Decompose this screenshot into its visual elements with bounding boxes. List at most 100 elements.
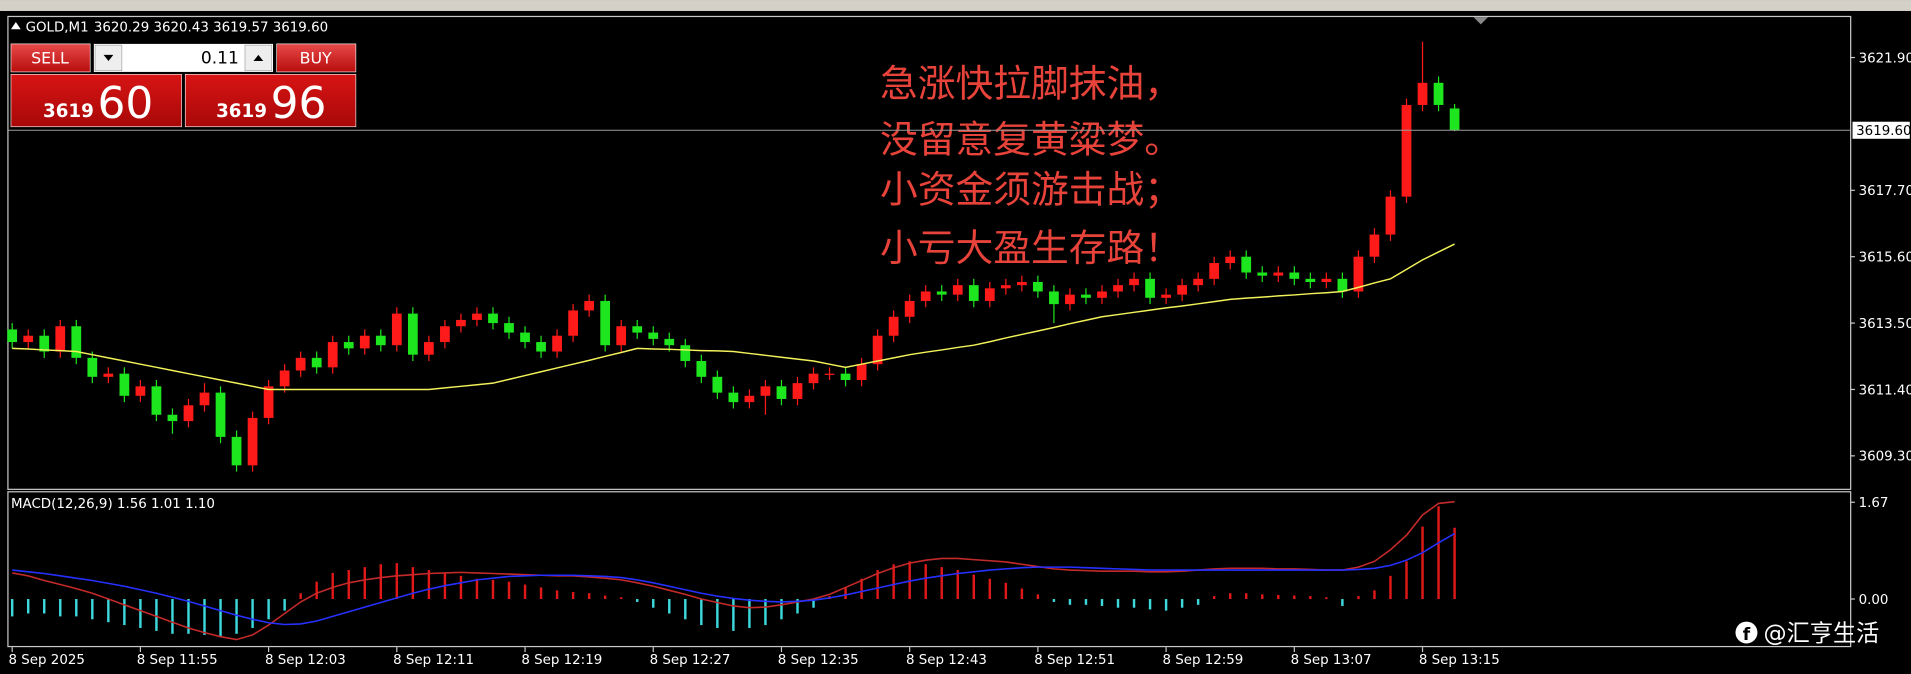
candle-body (1161, 294, 1171, 298)
candle-body (167, 414, 178, 422)
macd-bar (603, 595, 607, 600)
bid-big: 3619 (43, 101, 94, 122)
y-tick-label: 3621.90 (1859, 51, 1911, 66)
x-tick-label: 8 Sep 13:15 (1419, 653, 1500, 668)
macd-bar (716, 599, 719, 628)
candle-body (424, 342, 434, 355)
macd-bar (491, 579, 495, 600)
candle-body (632, 326, 643, 333)
candle-body (7, 329, 18, 343)
macd-bar (1116, 599, 1120, 608)
y-tick-label: 3611.40 (1859, 383, 1911, 398)
macd-bar (1228, 593, 1232, 600)
bid-box[interactable] (10, 74, 182, 128)
annotation-line: 急涨快拉脚抹油， (880, 61, 1182, 105)
macd-bar (379, 564, 383, 600)
candle-body (568, 310, 578, 336)
macd-panel-frame (7, 491, 1852, 648)
macd-bar (780, 599, 783, 620)
candle-body (295, 357, 306, 371)
candle-body (135, 386, 146, 396)
macd-bar (283, 599, 286, 611)
macd-bar (1277, 594, 1280, 600)
macd-bar (748, 599, 751, 628)
candle-body (520, 332, 530, 343)
candle-body (231, 436, 242, 466)
lot-value: 0.11 (201, 48, 239, 68)
macd-bar (1245, 593, 1248, 600)
candle-body (327, 342, 338, 368)
macd-bar (1132, 599, 1136, 608)
candle-body (1417, 82, 1428, 105)
symbol: GOLD,M1 (26, 21, 89, 36)
macd-bar (1212, 596, 1216, 600)
moving-average (12, 243, 1455, 391)
ask-box[interactable] (184, 74, 357, 128)
lot-input[interactable] (93, 43, 273, 72)
x-tick-label: 8 Sep 12:03 (265, 653, 346, 668)
candle-body (456, 319, 466, 327)
candle-body (1097, 291, 1107, 298)
bid-small: 60 (98, 78, 154, 129)
macd-line (12, 500, 1455, 641)
macd-bar (59, 599, 62, 617)
buy-button[interactable] (276, 43, 357, 73)
macd-bar (139, 599, 142, 628)
macd-bar (507, 581, 511, 600)
candle-body (1145, 278, 1155, 298)
ask-big: 3619 (216, 101, 267, 122)
macd-bar (1437, 506, 1440, 600)
candle-body (760, 386, 771, 396)
candle-body (55, 326, 66, 352)
macd-bar (395, 563, 399, 600)
candle-body (23, 335, 34, 343)
candle-body (584, 300, 595, 311)
candle-body (1449, 108, 1460, 131)
candle-body (1385, 196, 1396, 235)
macd-bar (1293, 595, 1296, 600)
macd-bar (26, 599, 30, 614)
candle-body (1000, 285, 1011, 289)
candle-body (840, 373, 851, 380)
candle-body (39, 335, 50, 352)
candle-body (1289, 272, 1300, 279)
candle-body (359, 335, 370, 349)
x-tick-label: 8 Sep 12:43 (906, 653, 987, 668)
watermark: f @汇亨生活 (1735, 621, 1879, 647)
macd-bar (267, 599, 270, 620)
candle-body (968, 285, 979, 301)
macd-bar (411, 567, 415, 600)
candle-body (856, 364, 867, 380)
candle-body (616, 326, 627, 346)
macd-bar (636, 599, 639, 602)
candle-body (279, 370, 290, 387)
macd-bar (972, 574, 975, 600)
macd-bar (1068, 599, 1072, 605)
sell-button[interactable] (10, 43, 91, 73)
candle-body (776, 386, 787, 399)
candle-body (1016, 281, 1027, 286)
candle-body (1225, 256, 1236, 264)
plot: 3621.90 3617.70 3615.60 3613.50 3611.40 3609.… (7, 41, 1911, 668)
annotation-line: 没留意复黄粱梦。 (880, 117, 1182, 161)
annotation-line: 小资金须游击战； (880, 167, 1182, 211)
candle-body (183, 405, 194, 422)
candle-body (375, 335, 386, 346)
collapse-icon[interactable] (10, 21, 21, 30)
x-tick-label: 8 Sep 12:11 (393, 653, 474, 668)
macd-bar (235, 599, 238, 634)
sell-label: SELL (31, 48, 69, 67)
macd-bar (171, 599, 174, 634)
shift-marker (1473, 17, 1489, 25)
candle-body (936, 291, 947, 295)
macd-bar (363, 567, 366, 600)
macd-bar (1164, 599, 1168, 611)
toolbar-strip (0, 0, 1911, 11)
lot-down-arrow (103, 54, 114, 61)
candle-body (440, 326, 450, 343)
macd-bar (1100, 599, 1104, 606)
macd-bar (924, 564, 927, 600)
macd-bar (1261, 594, 1264, 600)
macd-bar (1148, 599, 1152, 610)
macd-bar (523, 584, 527, 600)
